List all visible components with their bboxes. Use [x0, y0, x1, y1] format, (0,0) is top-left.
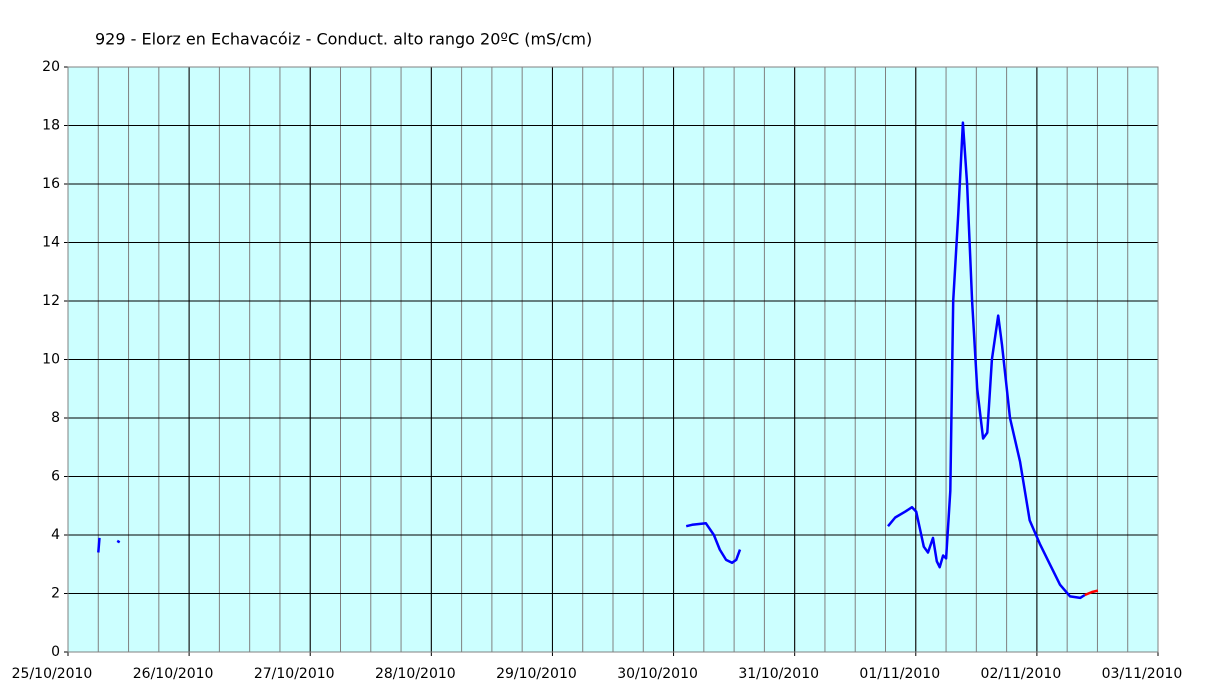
y-tick-label: 16 — [42, 176, 60, 192]
x-tick-label: 25/10/2010 — [12, 666, 93, 682]
series-line — [685, 522, 742, 565]
x-tick-label: 31/10/2010 — [738, 666, 819, 682]
y-tick-label: 12 — [42, 293, 60, 309]
series-line — [887, 121, 1086, 600]
plot-frame — [67, 66, 1159, 653]
series-line — [116, 539, 121, 544]
x-tick-label: 29/10/2010 — [496, 666, 577, 682]
series-line — [1084, 589, 1099, 597]
y-tick-label: 6 — [51, 469, 60, 485]
y-tick-label: 18 — [42, 118, 60, 134]
x-tick-label: 03/11/2010 — [1102, 666, 1183, 682]
y-tick-label: 14 — [42, 235, 60, 251]
y-tick-label: 10 — [42, 352, 60, 368]
y-tick-label: 4 — [51, 527, 60, 543]
y-tick-label: 8 — [51, 410, 60, 426]
x-tick-label: 26/10/2010 — [133, 666, 214, 682]
x-tick-label: 28/10/2010 — [375, 666, 456, 682]
series-line — [97, 537, 101, 553]
chart-title: 929 - Elorz en Echavacóiz - Conduct. alt… — [95, 30, 592, 49]
y-tick-label: 20 — [42, 59, 60, 75]
y-tick-label: 0 — [51, 644, 60, 660]
x-tick-label: 30/10/2010 — [617, 666, 698, 682]
x-tick-label: 01/11/2010 — [859, 666, 940, 682]
x-tick-label: 02/11/2010 — [981, 666, 1062, 682]
x-tick-label: 27/10/2010 — [254, 666, 335, 682]
y-tick-label: 2 — [51, 586, 60, 602]
